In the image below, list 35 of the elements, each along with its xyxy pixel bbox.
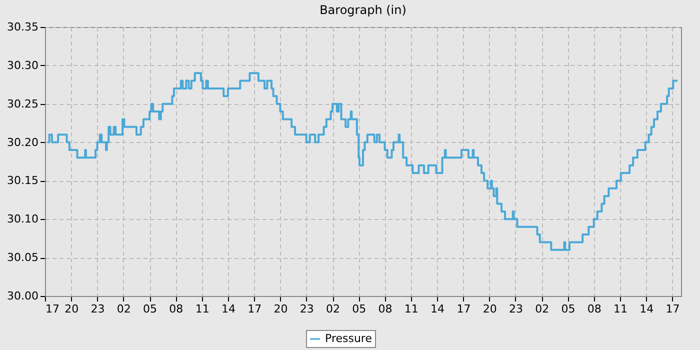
x-tick-label: 08 bbox=[587, 302, 602, 316]
x-tick-label: 20 bbox=[482, 302, 497, 316]
y-tick-label: 30.10 bbox=[7, 212, 38, 226]
chart-title: Barograph (in) bbox=[320, 3, 406, 17]
y-tick-label: 30.20 bbox=[7, 136, 38, 149]
x-tick-label: 02 bbox=[326, 302, 340, 316]
y-tick-label: 30.30 bbox=[7, 58, 38, 72]
x-tick-label: 02 bbox=[535, 302, 550, 316]
x-tick-label: 17 bbox=[248, 302, 262, 316]
x-tick-label: 05 bbox=[352, 302, 366, 316]
x-tick-label: 17 bbox=[666, 302, 680, 316]
x-tick-label: 14 bbox=[430, 302, 445, 316]
y-tick-label: 30.35 bbox=[7, 20, 38, 34]
x-tick-label: 08 bbox=[169, 302, 184, 316]
y-tick-label: 30.00 bbox=[7, 290, 38, 302]
x-tick-label: 11 bbox=[614, 302, 628, 316]
x-tick-label: 17 bbox=[46, 302, 60, 316]
y-tick-label: 30.15 bbox=[7, 174, 38, 188]
x-tick-label: 11 bbox=[195, 302, 210, 316]
x-tick-label: 23 bbox=[300, 302, 314, 316]
y-tick-label: 30.25 bbox=[7, 97, 38, 110]
x-tick-label: 08 bbox=[378, 302, 392, 316]
x-tick-label: 14 bbox=[221, 302, 236, 316]
x-tick-label: 23 bbox=[508, 302, 523, 316]
x-tick-label: 02 bbox=[116, 302, 131, 316]
x-tick-label: 20 bbox=[274, 302, 288, 316]
x-tick-label: 17 bbox=[456, 302, 471, 316]
x-tick-label: 05 bbox=[143, 302, 158, 316]
y-tick-label: 30.05 bbox=[7, 251, 38, 264]
x-tick-label: 23 bbox=[90, 302, 105, 316]
x-tick-label: 05 bbox=[561, 302, 576, 316]
x-tick-label: 14 bbox=[640, 302, 654, 316]
legend-label: Pressure bbox=[325, 332, 372, 345]
x-tick-label: 11 bbox=[404, 302, 418, 316]
x-tick-label: 20 bbox=[64, 302, 79, 316]
